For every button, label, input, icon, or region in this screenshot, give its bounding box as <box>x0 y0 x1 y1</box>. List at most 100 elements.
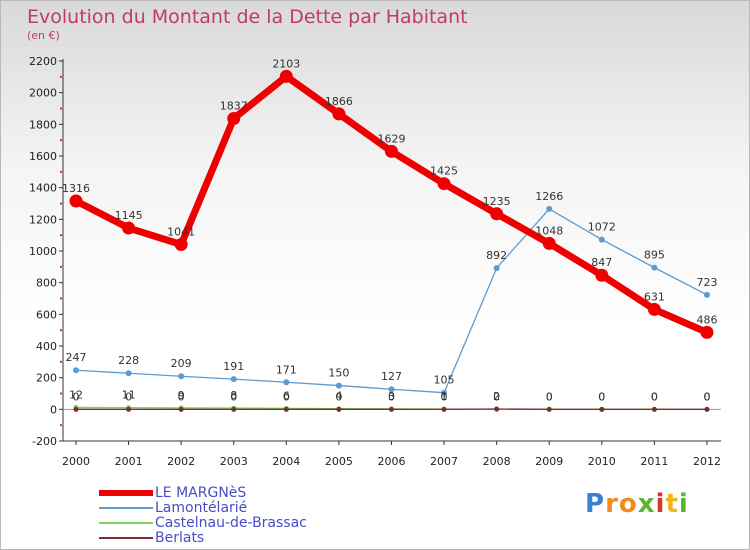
data-label: 0 <box>125 390 132 403</box>
x-tick-label: 2009 <box>535 455 563 468</box>
data-point <box>178 373 185 380</box>
data-label: 892 <box>486 249 507 262</box>
x-tick-label: 2002 <box>167 455 195 468</box>
data-point <box>647 302 661 316</box>
legend-swatch <box>99 537 153 539</box>
data-label: 3 <box>388 390 395 403</box>
y-tick-label: 2200 <box>29 55 57 68</box>
data-label: 191 <box>223 360 244 373</box>
data-label: 0 <box>73 390 80 403</box>
y-tick-label: 1400 <box>29 182 57 195</box>
data-point <box>490 207 504 221</box>
data-point <box>546 205 553 212</box>
data-point <box>126 406 132 412</box>
data-point <box>703 291 710 298</box>
data-point <box>388 406 394 412</box>
data-label: 105 <box>434 374 455 387</box>
data-point <box>494 406 500 412</box>
data-label: 1041 <box>167 226 195 239</box>
y-minor-tick <box>60 297 62 300</box>
data-point <box>437 177 451 191</box>
x-tick-label: 2003 <box>220 455 248 468</box>
data-label: 0 <box>546 390 553 403</box>
data-label: 1837 <box>220 99 248 112</box>
x-tick-label: 2008 <box>483 455 511 468</box>
data-point <box>283 406 289 412</box>
data-label: 247 <box>66 351 87 364</box>
data-label: 1235 <box>483 195 511 208</box>
legend-swatch <box>99 522 153 524</box>
data-point <box>546 406 552 412</box>
y-tick-label: 800 <box>36 277 57 290</box>
data-label: 171 <box>276 363 297 376</box>
logo-letter: t <box>665 489 679 519</box>
y-minor-tick <box>60 170 62 173</box>
data-label: 723 <box>696 276 717 289</box>
legend-label: Lamontélarié <box>155 500 248 516</box>
data-label: 0 <box>598 390 605 403</box>
data-label: 9 <box>178 389 185 402</box>
data-point <box>230 376 237 383</box>
x-tick-label: 2011 <box>640 455 668 468</box>
data-label: 0 <box>441 390 448 403</box>
data-point <box>279 69 293 83</box>
x-tick-label: 2006 <box>377 455 405 468</box>
data-label: 12 <box>69 388 83 401</box>
x-tick-label: 2001 <box>115 455 143 468</box>
x-tick-label: 2012 <box>693 455 721 468</box>
y-tick-label: -200 <box>32 435 57 448</box>
data-point <box>227 111 241 125</box>
y-tick-label: 200 <box>36 372 57 385</box>
data-label: 0 <box>546 390 553 403</box>
data-point <box>651 406 657 412</box>
x-tick-label: 2000 <box>62 455 90 468</box>
y-tick-label: 1600 <box>29 150 57 163</box>
data-label: 1629 <box>377 132 405 145</box>
y-minor-tick <box>60 329 62 332</box>
y-minor-tick <box>60 234 62 237</box>
proxiti-logo: Proxiti <box>585 489 689 519</box>
chart-subtitle: (en €) <box>27 29 60 42</box>
data-label: 0 <box>703 390 710 403</box>
data-label: 2 <box>493 390 500 403</box>
logo-letter: x <box>637 489 656 519</box>
y-minor-tick <box>60 265 62 268</box>
x-tick-label: 2004 <box>272 455 300 468</box>
data-point <box>651 264 658 271</box>
data-point <box>336 406 342 412</box>
data-label: 0 <box>493 390 500 403</box>
y-tick-label: 600 <box>36 308 57 321</box>
data-point <box>595 268 609 282</box>
data-label: 1266 <box>535 190 563 203</box>
data-label: 1048 <box>535 224 563 237</box>
data-label: 8 <box>230 389 237 402</box>
data-label: 486 <box>696 313 717 326</box>
data-point <box>598 236 605 243</box>
data-point <box>493 265 500 272</box>
data-label: 1425 <box>430 165 458 178</box>
logo-letter: r <box>605 489 619 519</box>
legend-label: LE MARGNèS <box>155 485 247 501</box>
data-point <box>283 379 290 386</box>
y-minor-tick <box>60 107 62 110</box>
data-label: 4 <box>335 390 342 403</box>
y-minor-tick <box>60 202 62 205</box>
data-point <box>700 325 714 339</box>
series-line-0 <box>72 72 711 336</box>
data-point <box>178 406 184 412</box>
y-minor-tick <box>60 139 62 142</box>
data-label: 631 <box>644 290 665 303</box>
legend-swatch <box>99 507 153 509</box>
data-label: 0 <box>230 390 237 403</box>
data-label: 0 <box>335 390 342 403</box>
legend-swatch <box>99 490 153 496</box>
data-label: 1145 <box>115 209 143 222</box>
data-label: 0 <box>651 390 658 403</box>
data-label: 0 <box>388 390 395 403</box>
data-point <box>122 221 136 235</box>
data-point <box>441 406 447 412</box>
data-point <box>441 389 448 396</box>
data-label: 0 <box>178 390 185 403</box>
